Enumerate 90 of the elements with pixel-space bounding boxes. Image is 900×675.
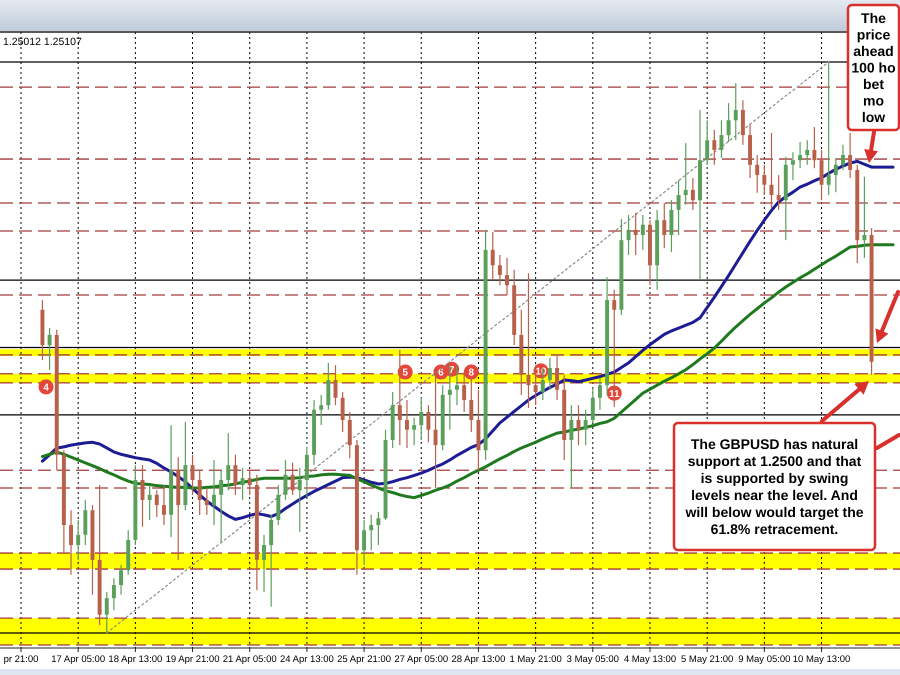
candlestick bbox=[219, 470, 224, 543]
candlestick bbox=[69, 510, 73, 576]
x-tick-label: 17 Apr 05:00 bbox=[51, 654, 106, 665]
candlestick bbox=[498, 254, 502, 286]
annotation: 4 bbox=[43, 382, 50, 394]
candlestick bbox=[826, 61, 831, 196]
annotation: The price ahead 100 ho bet mo low bbox=[851, 10, 896, 125]
candlestick bbox=[712, 129, 716, 166]
candlestick bbox=[198, 470, 202, 516]
candlestick bbox=[298, 467, 302, 533]
candlestick bbox=[640, 214, 645, 250]
candlestick bbox=[119, 564, 124, 596]
x-tick-label: 18 Apr 13:00 bbox=[108, 654, 162, 665]
candlestick bbox=[469, 377, 474, 433]
candlestick bbox=[569, 404, 574, 489]
candlestick bbox=[162, 484, 166, 526]
x-tick-label: 21 Apr 05:00 bbox=[222, 654, 277, 665]
candlestick bbox=[776, 174, 781, 210]
candlestick bbox=[626, 214, 631, 256]
annotation: 8 bbox=[468, 368, 475, 379]
candlestick bbox=[212, 459, 216, 526]
x-tick-label: 10 May 13:00 bbox=[792, 654, 850, 665]
annotation: 5 bbox=[402, 368, 408, 379]
candlestick bbox=[690, 177, 695, 210]
candlestick bbox=[590, 387, 595, 424]
candlestick bbox=[398, 349, 402, 446]
candlestick bbox=[283, 459, 288, 501]
x-tick-label: pr 21:00 bbox=[4, 654, 38, 665]
candlestick bbox=[555, 355, 560, 401]
x-tick-label: 9 May 05:00 bbox=[738, 654, 790, 665]
candlestick bbox=[534, 364, 538, 406]
text: 1.25012 1.25107 bbox=[3, 36, 82, 48]
candlestick bbox=[340, 391, 345, 433]
candlestick bbox=[726, 102, 731, 143]
candlestick bbox=[862, 176, 866, 258]
candlestick bbox=[634, 212, 638, 256]
candlestick bbox=[798, 141, 802, 169]
x-tick-label: 3 May 05:00 bbox=[566, 654, 619, 665]
candlestick bbox=[240, 467, 245, 501]
candlestick bbox=[76, 519, 80, 561]
candlestick bbox=[505, 257, 509, 296]
candlestick bbox=[233, 454, 238, 496]
candlestick bbox=[290, 462, 295, 496]
candlestick bbox=[841, 144, 845, 171]
candlestick bbox=[462, 371, 466, 413]
candlestick bbox=[376, 511, 380, 546]
candlestick bbox=[362, 519, 366, 566]
x-tick-label: 27 Apr 05:00 bbox=[394, 654, 448, 665]
candlestick bbox=[526, 272, 530, 409]
candlestick bbox=[762, 164, 766, 196]
candlestick bbox=[405, 399, 409, 449]
candlestick bbox=[705, 120, 710, 166]
candlestick bbox=[112, 578, 116, 611]
x-tick-label: 19 Apr 21:00 bbox=[166, 654, 220, 665]
x-tick-label: 5 May 21:00 bbox=[681, 654, 734, 665]
candlestick bbox=[848, 132, 852, 179]
candlestick bbox=[548, 357, 552, 390]
x-tick-label: 4 May 13:00 bbox=[624, 654, 676, 665]
x-tick-label: 1 May 21:00 bbox=[509, 654, 562, 665]
candlestick bbox=[812, 126, 816, 169]
candlestick bbox=[48, 327, 52, 370]
candlestick bbox=[719, 120, 724, 159]
candlestick bbox=[598, 377, 602, 410]
candlestick bbox=[226, 432, 230, 491]
x-tick-label: 25 Apr 21:00 bbox=[337, 654, 392, 665]
candlestick bbox=[319, 394, 324, 426]
candlestick bbox=[790, 152, 795, 181]
candlestick bbox=[676, 180, 681, 236]
candlestick bbox=[434, 371, 438, 489]
x-tick-label: 24 Apr 13:00 bbox=[280, 654, 334, 665]
x-tick-label: 28 Apr 13:00 bbox=[451, 654, 506, 665]
candlestick bbox=[584, 409, 588, 446]
candlestick bbox=[490, 232, 495, 281]
candlestick bbox=[770, 132, 774, 209]
candlestick bbox=[154, 490, 159, 518]
candlestick bbox=[140, 464, 144, 528]
candlestick bbox=[412, 417, 416, 446]
candlestick bbox=[755, 154, 760, 194]
candlestick bbox=[662, 202, 666, 249]
candlestick bbox=[426, 404, 430, 443]
candlestick bbox=[148, 484, 152, 521]
candlestick bbox=[204, 487, 209, 516]
candlestick bbox=[576, 404, 580, 446]
annotation: The GBPUSD has natural support at 1.2500 and that is supported by swing levels near the level. And will below would target the 61.8% retracement. bbox=[684, 436, 864, 537]
candlestick bbox=[334, 364, 338, 406]
candlestick bbox=[190, 454, 195, 496]
candlestick bbox=[455, 364, 459, 406]
candlestick bbox=[262, 534, 266, 592]
annotation: 11 bbox=[608, 388, 620, 400]
candlestick bbox=[834, 157, 838, 193]
